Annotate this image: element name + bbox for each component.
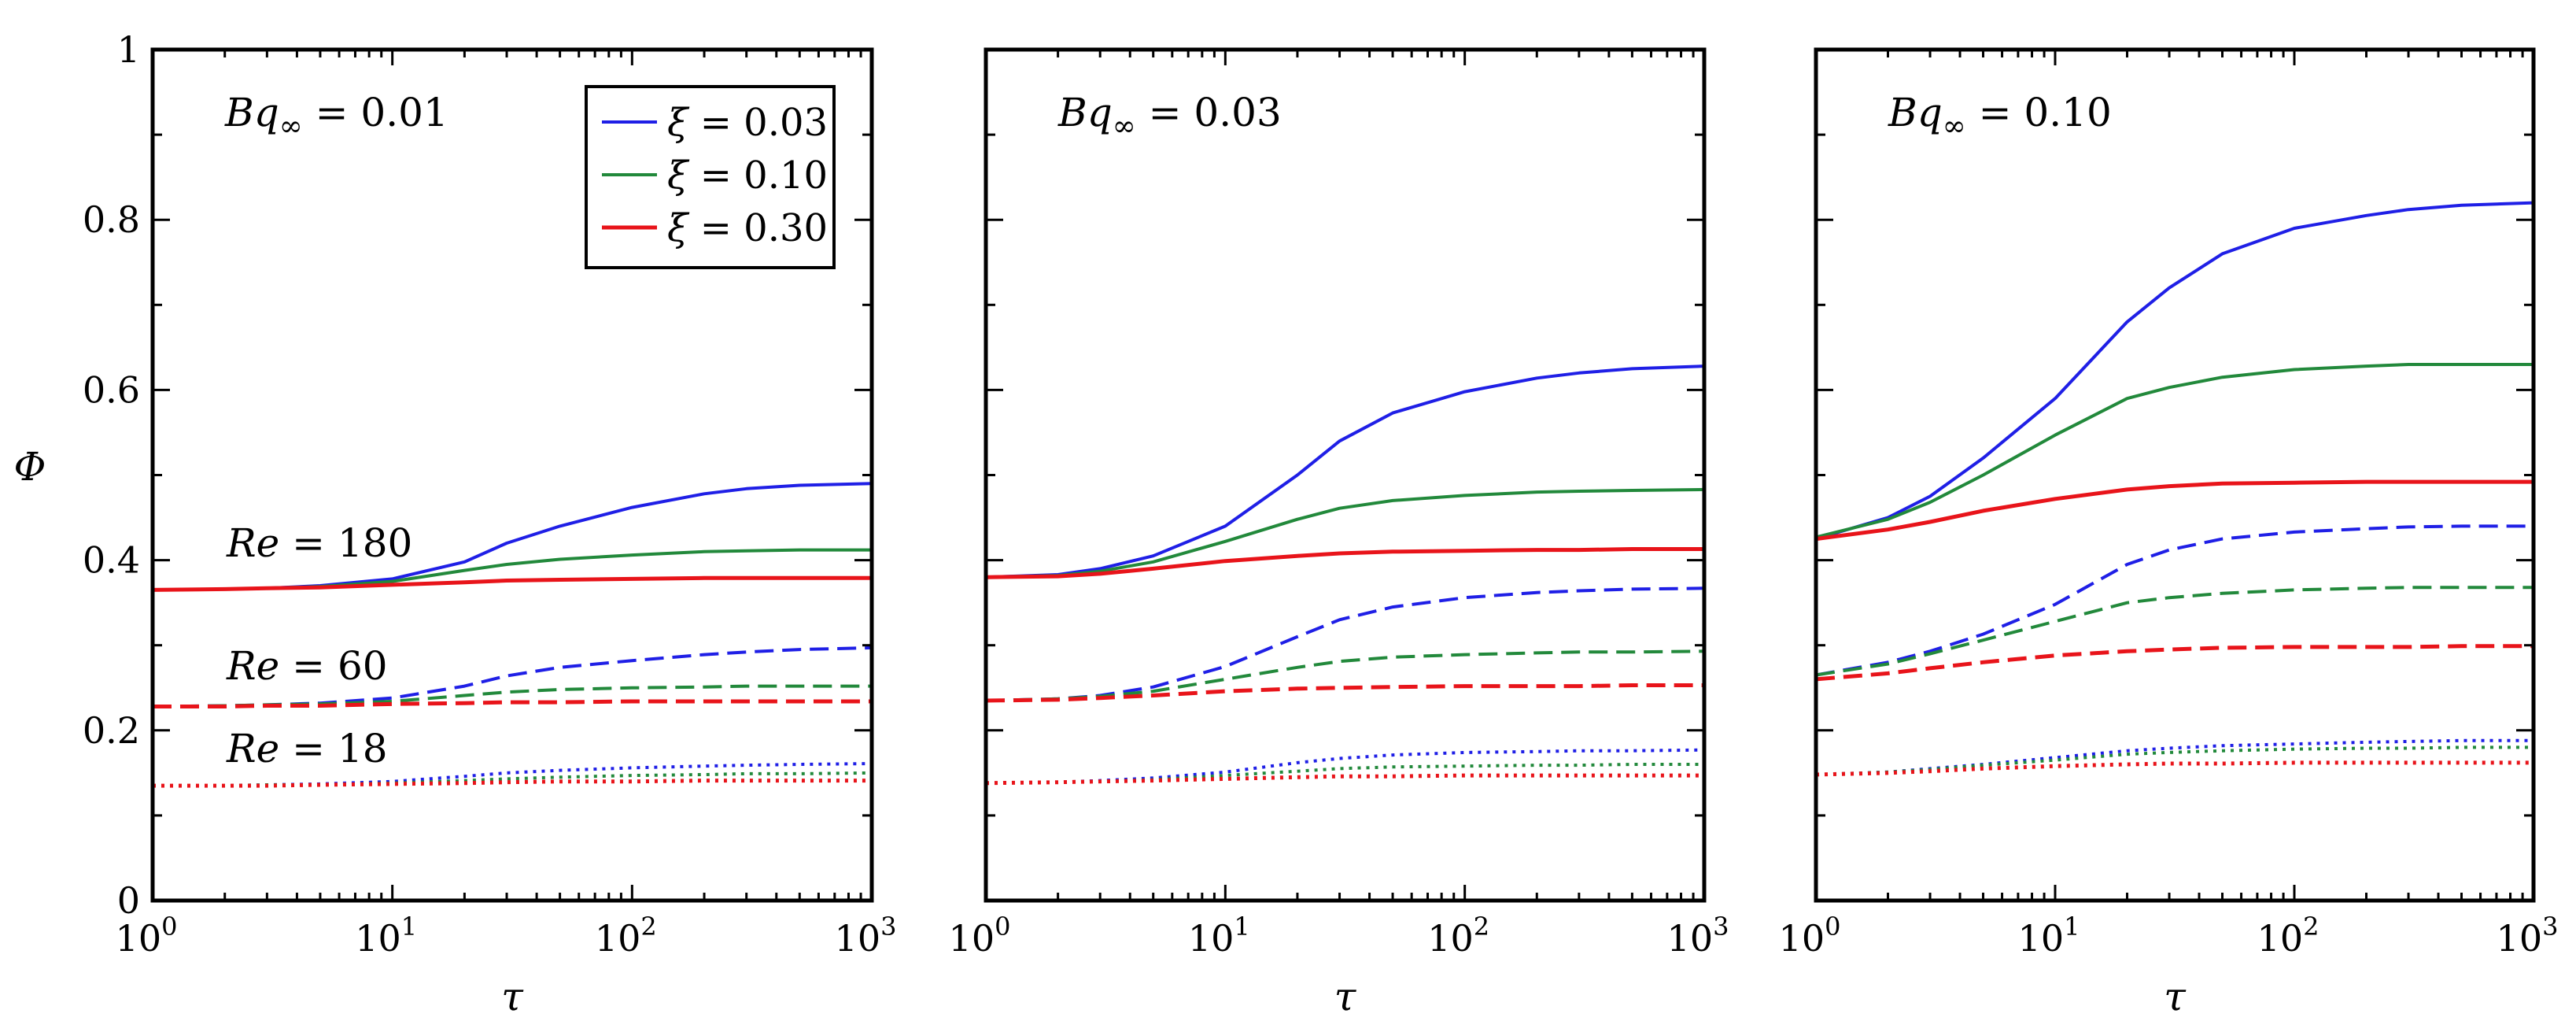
series-re18-xi030 <box>1815 760 2534 777</box>
panel-bq-010: 100 101 102 103 τ Bq∞ = 0.10 <box>1779 47 2559 1019</box>
legend-box <box>585 85 836 269</box>
x-tick-label: 103 <box>1667 912 1729 960</box>
series-re180-xi030 <box>1815 479 2534 542</box>
series-re60-xi030 <box>1815 644 2534 682</box>
legend-label-xi-003: ξ = 0.03 <box>667 101 828 145</box>
plot-frame <box>1814 47 2536 903</box>
x-tick-label: 100 <box>949 912 1011 960</box>
x-tick-label: 102 <box>2257 912 2320 960</box>
legend-label-xi-010: ξ = 0.10 <box>667 154 828 198</box>
series-re180-xi030 <box>985 547 1704 579</box>
series-re60-xi030 <box>153 699 872 708</box>
series-re18-xi030 <box>153 779 872 788</box>
series-re60-xi003 <box>985 586 1705 702</box>
x-tick-label: 102 <box>1427 912 1489 960</box>
panel-bq-003: 100 101 102 103 τ Bq∞ = 0.03 <box>949 47 1729 1019</box>
series-re18-xi003 <box>985 748 1705 785</box>
x-tick-label: 101 <box>1188 912 1250 960</box>
x-tick-label: 103 <box>835 912 897 960</box>
re-label-180: Re = 180 <box>226 520 412 566</box>
series-re18-xi030 <box>985 773 1704 786</box>
x-axis-label: τ <box>501 974 524 1019</box>
series-re18-xi010 <box>153 771 873 788</box>
x-tick-label: 100 <box>116 912 178 960</box>
series-re180-xi003 <box>985 364 1705 579</box>
panel-title: Bq∞ = 0.01 <box>224 90 448 142</box>
panel-title: Bq∞ = 0.10 <box>1888 90 2112 142</box>
legend-label-xi-030: ξ = 0.30 <box>667 206 828 250</box>
x-axis-label: τ <box>1334 974 1357 1019</box>
series-re60-xi010 <box>985 649 1705 702</box>
re-label-60: Re = 60 <box>226 643 388 689</box>
plot-frame <box>984 47 1707 903</box>
series-re180-xi030 <box>152 575 872 592</box>
series-re180-xi010 <box>1815 363 2534 539</box>
x-tick-label: 101 <box>355 912 417 960</box>
series-re180-xi010 <box>985 487 1705 579</box>
y-axis-label: Φ <box>14 444 46 490</box>
series-re180-xi003 <box>1815 201 2534 541</box>
series-re60-xi010 <box>1815 586 2534 677</box>
y-tick-label: 0.4 <box>83 539 140 582</box>
series-re18-xi010 <box>985 763 1704 785</box>
panel-title: Bq∞ = 0.03 <box>1057 90 1282 142</box>
panel-bq-001: 100 101 102 103 0 0.2 0.4 0.6 0.8 1 τ Bq∞ = 0.01 <box>83 28 897 1019</box>
legend: ξ = 0.03 ξ = 0.10 ξ = 0.30 <box>585 85 836 269</box>
x-tick-label: 100 <box>1779 912 1841 960</box>
re-label-18: Re = 18 <box>226 726 388 771</box>
x-tick-label: 103 <box>2497 912 2559 960</box>
series-re60-xi030 <box>985 683 1704 703</box>
series-re18-xi003 <box>1815 738 2534 776</box>
series-re60-xi003 <box>1815 524 2534 677</box>
y-tick-label: 0.6 <box>83 368 140 411</box>
y-tick-label: 0.8 <box>83 198 140 241</box>
x-axis-label: τ <box>2164 974 2187 1019</box>
series-re18-xi010 <box>1815 745 2534 776</box>
x-tick-label: 101 <box>2018 912 2080 960</box>
y-tick-label: 0.2 <box>83 709 140 752</box>
x-tick-label: 102 <box>595 912 657 960</box>
y-tick-label: 0 <box>117 879 140 922</box>
y-tick-label: 1 <box>117 28 140 71</box>
